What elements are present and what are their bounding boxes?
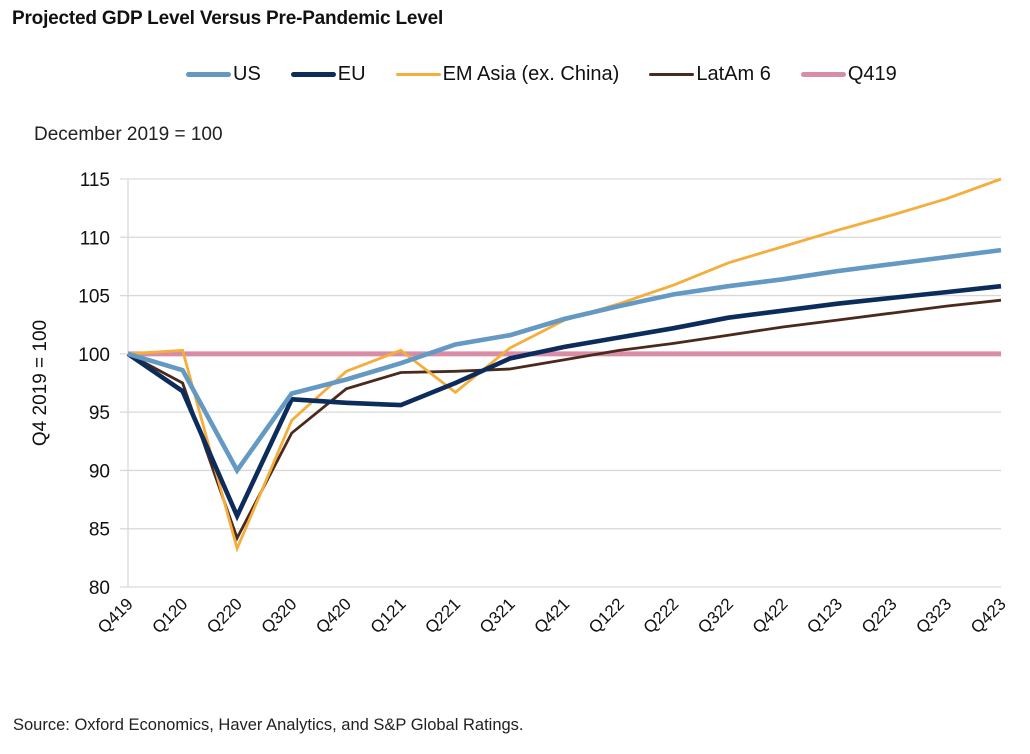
series-line-us [127, 247, 1002, 475]
legend-label-q419: Q419 [847, 63, 897, 85]
x-tick-label: Q322 [694, 594, 737, 637]
y-axis-label: Q4 2019 = 100 [30, 320, 51, 446]
chart-subtitle: December 2019 = 100 [34, 124, 223, 145]
x-tick-label: Q419 [94, 594, 137, 637]
x-tick-label: Q223 [858, 594, 901, 637]
x-axis-ticks: Q419 Q120 Q220 Q320 Q420 Q121 Q221 Q321 Q421 Q122… [94, 594, 1010, 637]
y-tick-label: 80 [89, 578, 110, 599]
legend-label-us: US [233, 63, 261, 85]
series-line-eu [126, 283, 1002, 522]
legend-label-latam: LatAm 6 [696, 63, 771, 85]
y-tick-label: 105 [78, 287, 110, 308]
legend-swatch-us [186, 72, 231, 77]
y-tick-label: 100 [78, 345, 110, 366]
legend-item-latam: LatAm 6 [649, 63, 771, 86]
legend-item-q419: Q419 [800, 63, 897, 86]
x-tick-label: Q222 [640, 594, 683, 637]
gridlines [120, 178, 1001, 588]
legend-swatch-eu [290, 72, 336, 77]
legend-label-em-asia: EM Asia (ex. China) [442, 63, 620, 85]
x-tick-label: Q220 [203, 594, 246, 637]
x-tick-label: Q121 [367, 594, 410, 637]
legend-swatch-latam [649, 73, 695, 76]
y-tick-label: 95 [89, 403, 110, 424]
x-tick-label: Q420 [312, 594, 355, 637]
x-tick-label: Q323 [912, 594, 955, 637]
x-tick-label: Q320 [258, 594, 301, 637]
legend-item-em-asia: EM Asia (ex. China) [395, 63, 620, 86]
series-line-latam-6 [127, 298, 1002, 542]
chart-title: Projected GDP Level Versus Pre-Pandemic … [12, 8, 444, 29]
x-tick-label: Q422 [749, 594, 792, 637]
y-tick-label: 110 [80, 228, 110, 249]
x-tick-label: Q423 [967, 594, 1010, 637]
legend-item-us: US [186, 63, 261, 86]
x-tick-label: Q321 [476, 594, 519, 637]
y-tick-label: 85 [89, 520, 110, 541]
y-axis-ticks: 80 85 90 95 100 105 110 115 [78, 170, 110, 599]
series-lines [126, 177, 1002, 553]
y-tick-label: 90 [89, 461, 110, 482]
legend-item-eu: EU [290, 63, 366, 86]
x-tick-label: Q123 [803, 594, 846, 637]
x-tick-label: Q421 [530, 594, 573, 637]
x-tick-label: Q221 [421, 594, 464, 637]
source-note: Source: Oxford Economics, Haver Analytic… [13, 716, 524, 734]
legend-label-eu: EU [337, 63, 366, 85]
legend-swatch-em-asia [395, 73, 441, 76]
x-tick-label: Q120 [149, 594, 192, 637]
x-tick-label: Q122 [585, 594, 628, 637]
chart-legend: US EU EM Asia (ex. China) LatAm 6 Q419 [186, 63, 927, 86]
y-tick-label: 115 [80, 170, 110, 191]
legend-swatch-q419 [800, 72, 846, 77]
